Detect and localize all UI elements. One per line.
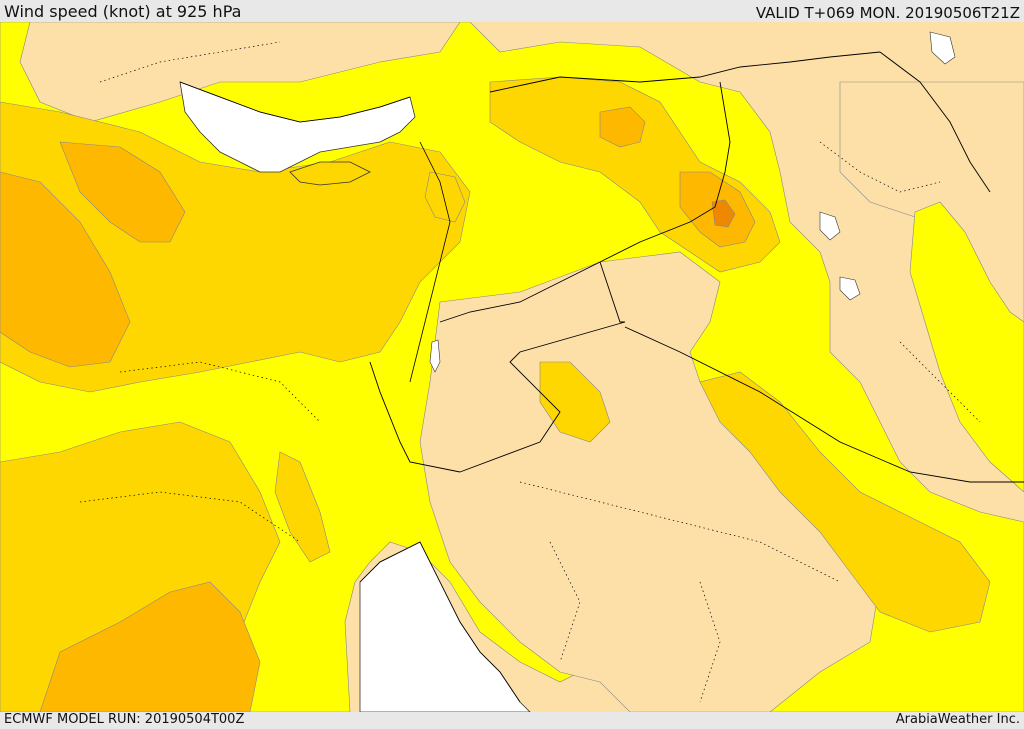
wind-band-orange-turkey [59,141,186,243]
map-footer: ECMWF MODEL RUN: 20190504T00Z ArabiaWeat… [0,712,1024,729]
coastlines [179,81,521,703]
map-title: Wind speed (knot) at 925 hPa [4,2,242,21]
wind-band-light-north [19,22,461,123]
wind-band-gold-saudi [699,371,991,633]
wind-band-gold-levant [424,171,466,223]
valid-time-label: VALID T+069 MON. 20190506T21Z [755,4,1020,22]
lake-north-east [929,31,956,65]
lake-east-1 [819,211,841,241]
credit-label: ArabiaWeather Inc. [895,712,1020,727]
wind-band-orange-southwest [39,581,261,712]
map-canvas [0,22,1024,712]
wind-band-gold-jordan [539,361,611,443]
province-borders [79,41,981,703]
wind-speed-map [0,22,1024,712]
wind-band-yellow-east [909,201,1024,493]
model-run-label: ECMWF MODEL RUN: 20190504T00Z [4,712,245,727]
dead-sea [429,339,441,373]
map-header: Wind speed (knot) at 925 hPa VALID T+069… [0,0,1024,22]
country-borders [369,51,1024,483]
wind-band-deep-core [711,199,736,228]
wind-band-orange-west [0,171,131,368]
wind-band-gold-redsea [274,451,331,563]
wind-band-orange-nw-syria [599,106,646,148]
lake-east-2 [839,276,861,301]
cyprus-island [289,161,371,186]
wind-band-light-desert [419,251,881,712]
